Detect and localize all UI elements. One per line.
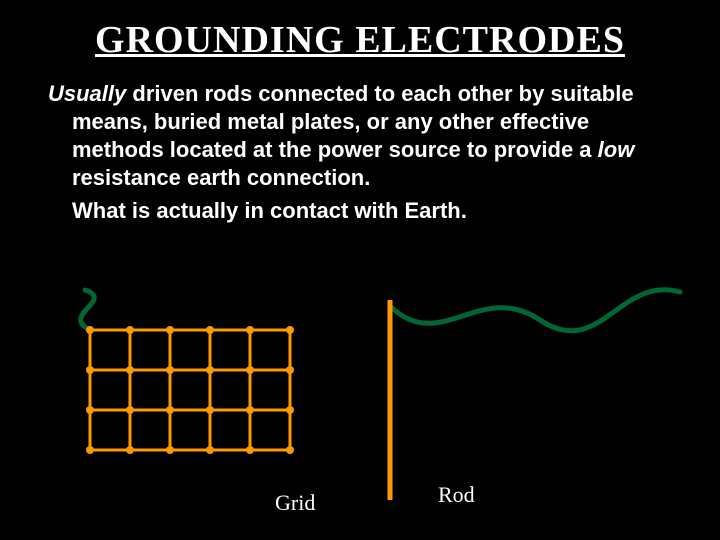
grid-label: Grid: [275, 490, 315, 516]
rod-diagram: [0, 0, 720, 540]
diagram-area: [0, 290, 720, 540]
rod-label: Rod: [438, 482, 475, 508]
